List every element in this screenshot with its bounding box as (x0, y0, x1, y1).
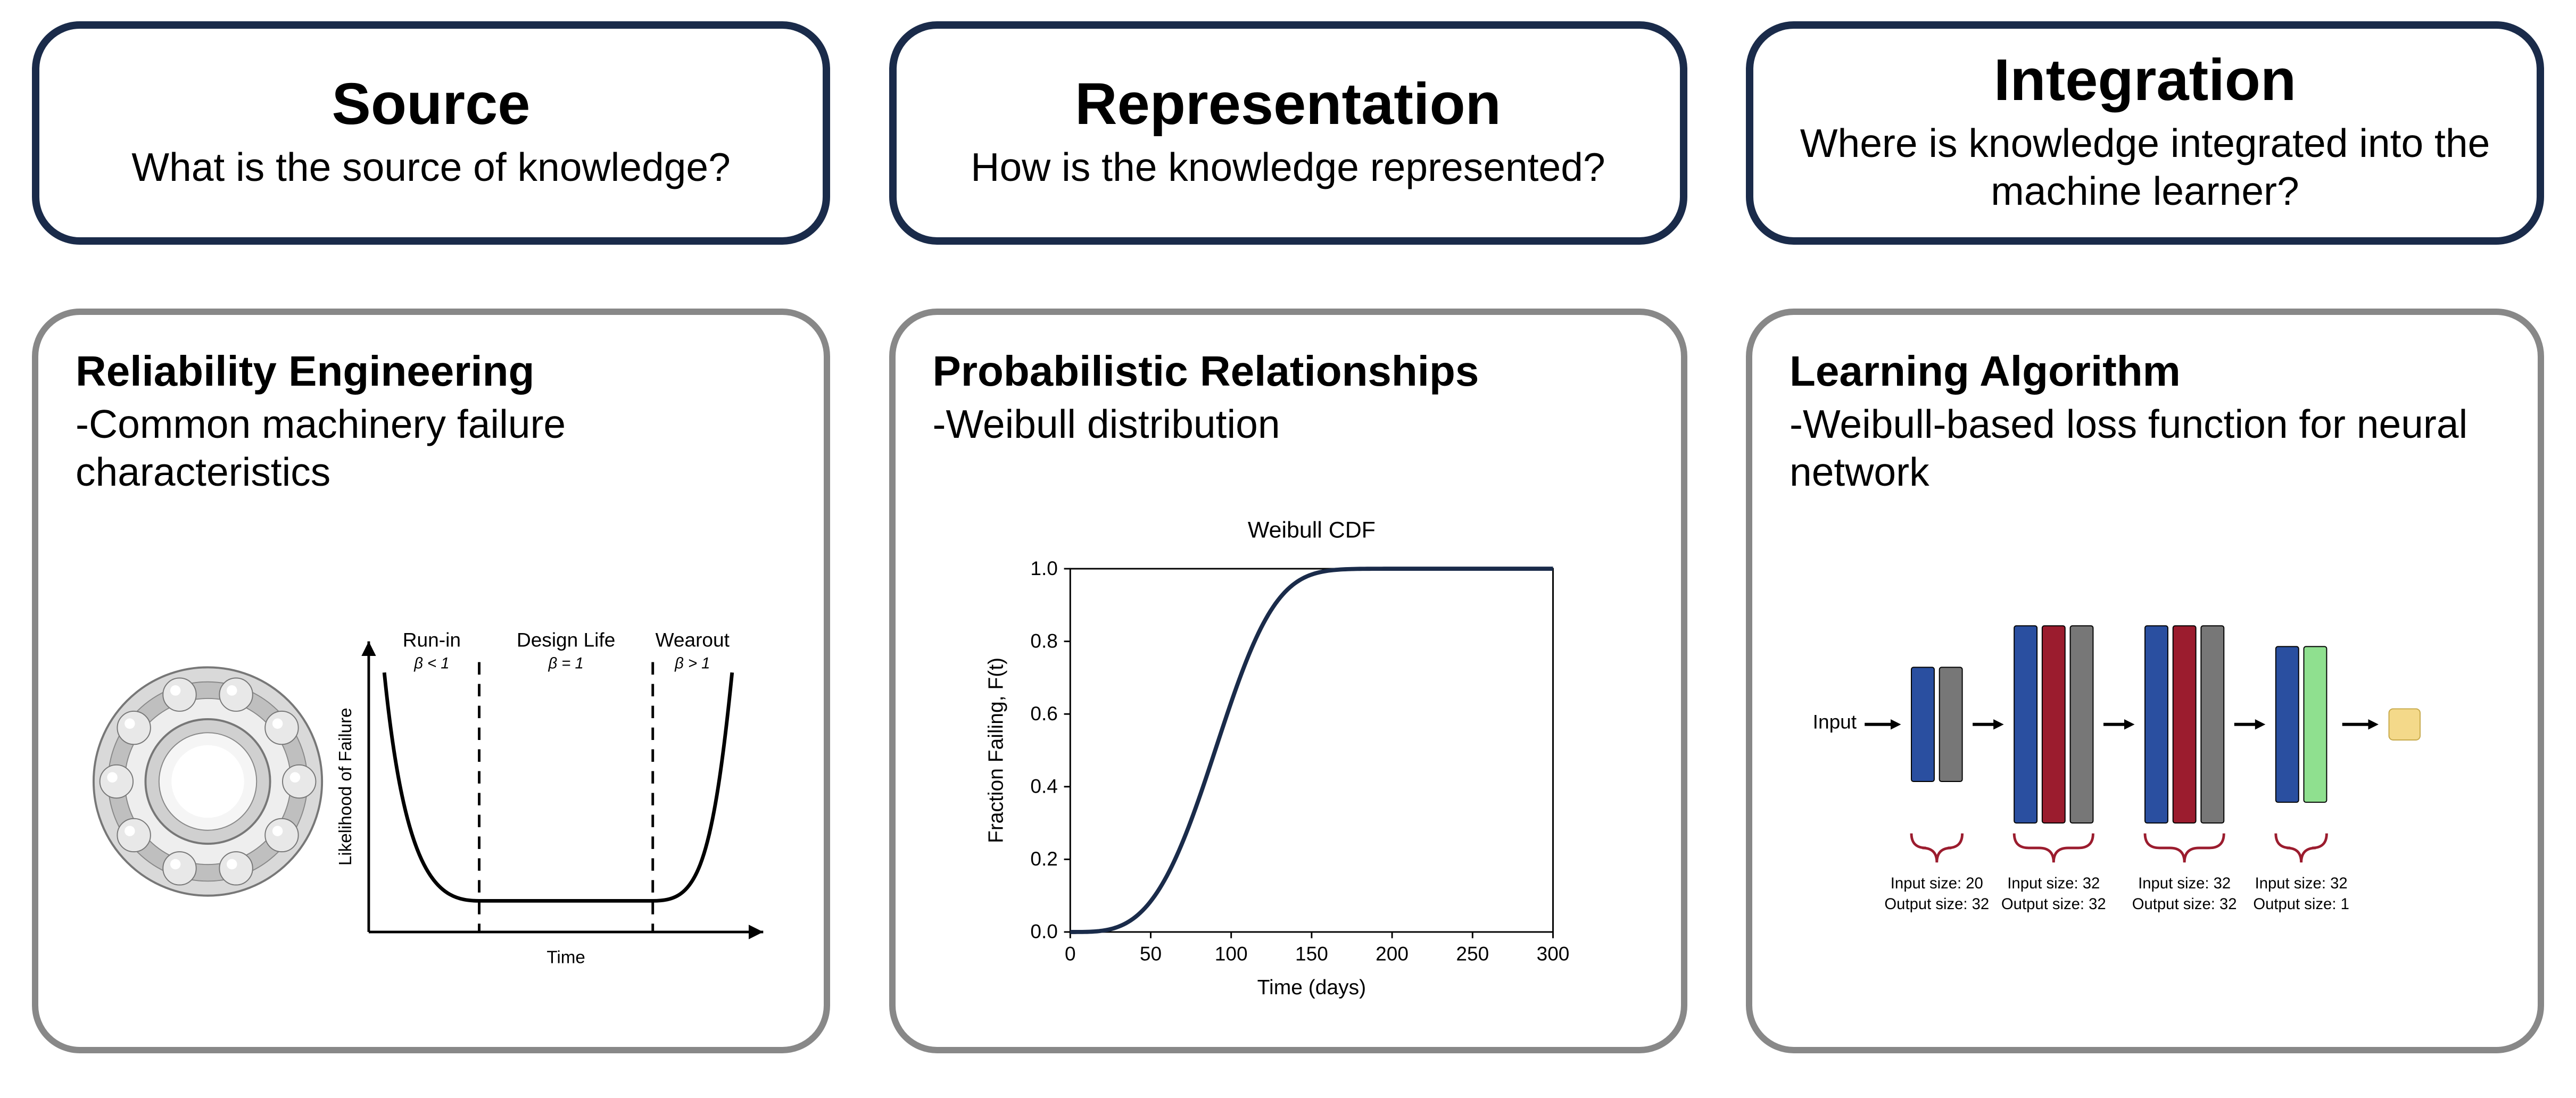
svg-text:Output size: 32: Output size: 32 (1884, 896, 1989, 913)
top-card-representation: Representation How is the knowledge repr… (889, 21, 1687, 245)
svg-text:Input size: 32: Input size: 32 (2255, 875, 2348, 892)
top-card-integration: Integration Where is knowledge integrate… (1746, 21, 2544, 245)
svg-text:0.8: 0.8 (1030, 629, 1058, 652)
bottom-heading: Reliability Engineering (76, 347, 786, 396)
bottom-heading: Learning Algorithm (1790, 347, 2500, 396)
bottom-desc: -Weibull distribution (933, 400, 1644, 448)
svg-text:β = 1: β = 1 (548, 655, 583, 672)
bottom-desc: -Weibull-based loss function for neural … (1790, 400, 2500, 496)
svg-text:0.0: 0.0 (1030, 920, 1058, 943)
top-card-source: Source What is the source of knowledge? (32, 21, 830, 245)
bottom-card-representation: Probabilistic Relationships -Weibull dis… (889, 309, 1687, 1053)
svg-text:0.2: 0.2 (1030, 847, 1058, 870)
svg-text:150: 150 (1295, 943, 1328, 965)
top-subtitle: Where is knowledge integrated into the m… (1775, 119, 2515, 215)
page: Source What is the source of knowledge? … (0, 0, 2576, 1098)
svg-text:Run-in: Run-in (403, 628, 461, 651)
svg-text:0.4: 0.4 (1030, 775, 1058, 797)
svg-text:Output size: 1: Output size: 1 (2253, 896, 2349, 913)
svg-text:1.0: 1.0 (1030, 557, 1058, 579)
top-subtitle: How is the knowledge represented? (918, 143, 1659, 191)
svg-text:Time: Time (546, 947, 585, 967)
svg-text:Weibull CDF: Weibull CDF (1247, 518, 1375, 543)
svg-text:300: 300 (1536, 943, 1569, 965)
svg-text:Input size: 32: Input size: 32 (2138, 875, 2231, 892)
bathtub-svg: Run-in β < 1 Design Life β = 1 Wearout β > 1 L… (76, 506, 786, 1015)
bottom-desc: -Common machinery failure characteristic… (76, 400, 786, 496)
svg-text:Input: Input (1813, 711, 1857, 733)
svg-text:0.6: 0.6 (1030, 702, 1058, 725)
bottom-card-source: Reliability Engineering -Common machiner… (32, 309, 830, 1053)
representation-graphic: Weibull CDF 0 50 100 150 200 250 300 0.0 0.2 0.4 0.… (933, 506, 1644, 1015)
svg-text:Fraction Failing, F(t): Fraction Failing, F(t) (984, 658, 1007, 843)
bottom-row: Reliability Engineering -Common machiner… (32, 309, 2544, 1053)
svg-text:Input size: 32: Input size: 32 (2007, 875, 2100, 892)
svg-text:250: 250 (1456, 943, 1489, 965)
top-title: Representation (918, 70, 1659, 138)
svg-text:0: 0 (1064, 943, 1075, 965)
svg-text:200: 200 (1376, 943, 1409, 965)
svg-text:β < 1: β < 1 (413, 655, 449, 672)
top-title: Source (61, 70, 801, 138)
svg-text:100: 100 (1214, 943, 1247, 965)
bottom-card-integration: Learning Algorithm -Weibull-based loss f… (1746, 309, 2544, 1053)
svg-text:Likelihood of Failure: Likelihood of Failure (336, 708, 355, 866)
nn-svg: Input Input size: 20 Output size: 32 Input … (1790, 506, 2500, 1015)
svg-text:Time (days): Time (days) (1257, 976, 1366, 999)
source-graphic: Run-in β < 1 Design Life β = 1 Wearout β > 1 L… (76, 506, 786, 1015)
svg-text:Wearout: Wearout (656, 628, 730, 651)
top-subtitle: What is the source of knowledge? (61, 143, 801, 191)
svg-text:Input size: 20: Input size: 20 (1891, 875, 1983, 892)
svg-text:50: 50 (1139, 943, 1161, 965)
svg-text:Output size: 32: Output size: 32 (2132, 896, 2237, 913)
weibull-svg: Weibull CDF 0 50 100 150 200 250 300 0.0 0.2 0.4 0.… (933, 506, 1644, 1015)
top-title: Integration (1775, 46, 2515, 114)
top-row: Source What is the source of knowledge? … (32, 21, 2544, 245)
bottom-heading: Probabilistic Relationships (933, 347, 1644, 396)
svg-text:β > 1: β > 1 (674, 655, 710, 672)
integration-graphic: Input Input size: 20 Output size: 32 Input … (1790, 506, 2500, 1015)
svg-text:Output size: 32: Output size: 32 (2001, 896, 2106, 913)
svg-text:Design Life: Design Life (517, 628, 615, 651)
